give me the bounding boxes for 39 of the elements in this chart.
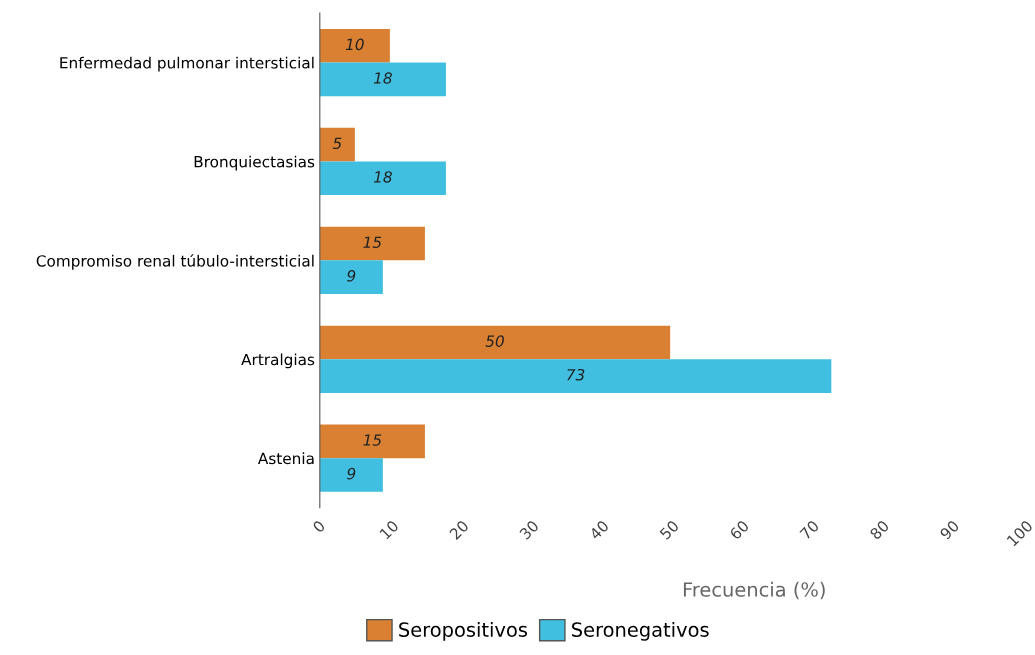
y-tick-label: Bronquiectasias <box>194 155 315 171</box>
legend-label: Seronegativos <box>572 621 709 641</box>
bar <box>319 28 390 63</box>
x-tick-label: 70 <box>799 519 820 540</box>
x-tick-label: 80 <box>869 519 890 541</box>
data-label: 15 <box>363 236 382 248</box>
bar <box>319 226 425 261</box>
bar <box>319 325 671 360</box>
bar <box>319 359 832 393</box>
x-tick-label: 0 <box>312 519 326 534</box>
data-label: 18 <box>373 72 392 84</box>
bar <box>319 424 425 459</box>
x-tick-label: 60 <box>729 519 750 541</box>
data-label: 15 <box>363 434 382 446</box>
x-tick-label: 10 <box>379 519 400 540</box>
y-tick-label: Compromiso renal túbulo-intersticial <box>36 254 314 270</box>
data-label: 73 <box>567 368 585 381</box>
x-tick-label: 100 <box>1006 519 1034 547</box>
y-tick-label: Artralgias <box>241 353 315 369</box>
x-tick-label: 50 <box>659 519 680 541</box>
data-label: 5 <box>332 137 342 150</box>
data-label: 18 <box>373 171 392 183</box>
bar <box>319 161 446 196</box>
bar <box>319 62 446 97</box>
data-label: 50 <box>485 335 504 347</box>
x-tick-label: 20 <box>448 519 470 541</box>
bar <box>319 127 355 162</box>
x-tick-label: 90 <box>939 519 960 541</box>
legend-label: Seropositivos <box>399 621 528 641</box>
x-axis-title: Frecuencia (%) <box>683 581 825 600</box>
bar <box>319 260 383 294</box>
data-label: 9 <box>347 270 356 282</box>
bar <box>319 458 383 492</box>
y-tick-label: Enfermedad pulmonar intersticial <box>60 56 314 72</box>
data-label: 10 <box>345 38 364 51</box>
data-label: 9 <box>347 467 356 480</box>
y-tick-label: Astenia <box>257 452 314 465</box>
x-tick-label: 30 <box>518 519 540 541</box>
x-tick-label: 40 <box>588 519 610 541</box>
